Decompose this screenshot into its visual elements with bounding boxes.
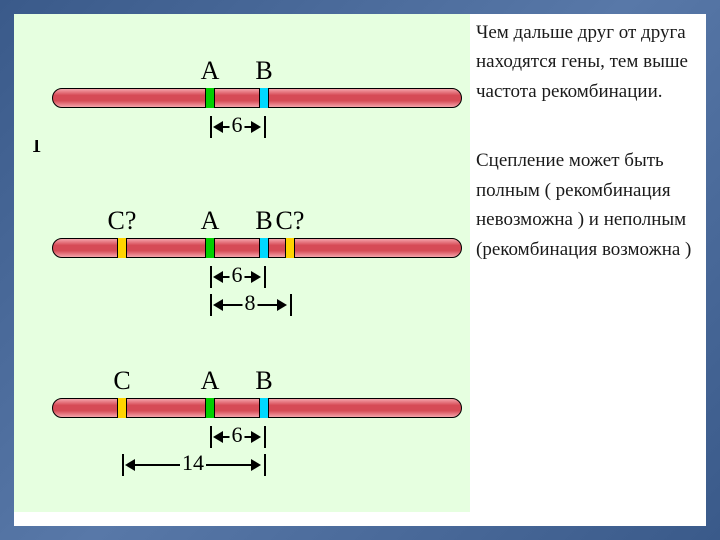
gene-marker xyxy=(259,88,269,108)
gene-marker xyxy=(205,88,215,108)
dimension-measure: 6 xyxy=(14,264,470,290)
gene-marker xyxy=(205,398,215,418)
dimension-measure: 6 xyxy=(14,424,470,450)
chromosome-bar xyxy=(52,398,462,418)
gene-marker xyxy=(205,238,215,258)
text-panel: Чем дальше друг от друга находятся гены,… xyxy=(470,14,706,526)
gene-label: C xyxy=(113,366,130,396)
dimension-value: 6 xyxy=(230,262,245,288)
dimension-measure: 6 xyxy=(14,114,470,140)
gene-label: C? xyxy=(108,206,137,236)
chromosome-bar xyxy=(52,88,462,108)
dimension-value: 8 xyxy=(243,290,258,316)
paragraph-recombination-frequency: Чем дальше друг от друга находятся гены,… xyxy=(476,18,698,106)
gene-marker xyxy=(117,238,127,258)
chromosome-bar xyxy=(52,238,462,258)
gene-label: B xyxy=(255,56,272,86)
dimension-measure: 8 xyxy=(14,292,470,318)
gene-label: A xyxy=(201,56,220,86)
dimension-value: 6 xyxy=(230,112,245,138)
gene-marker xyxy=(117,398,127,418)
diagram-background: ABI6C?ABC?II868CABIII8614 xyxy=(14,14,470,512)
dimension-value: 14 xyxy=(180,450,206,476)
gene-marker xyxy=(259,398,269,418)
gene-label: A xyxy=(201,366,220,396)
gene-label: A xyxy=(201,206,220,236)
slide-content: ABI6C?ABC?II868CABIII8614 Чем дальше дру… xyxy=(14,14,706,526)
gene-label: C? xyxy=(276,206,305,236)
gene-marker xyxy=(259,238,269,258)
slide-frame: ABI6C?ABC?II868CABIII8614 Чем дальше дру… xyxy=(0,0,720,540)
dimension-measure: 14 xyxy=(14,452,470,478)
gene-label: B xyxy=(255,206,272,236)
gene-marker xyxy=(285,238,295,258)
gene-label: B xyxy=(255,366,272,396)
diagram-panel: ABI6C?ABC?II868CABIII8614 xyxy=(14,14,470,526)
dimension-value: 6 xyxy=(230,422,245,448)
paragraph-linkage-types: Сцепление может быть полным ( рекомбинац… xyxy=(476,146,698,264)
